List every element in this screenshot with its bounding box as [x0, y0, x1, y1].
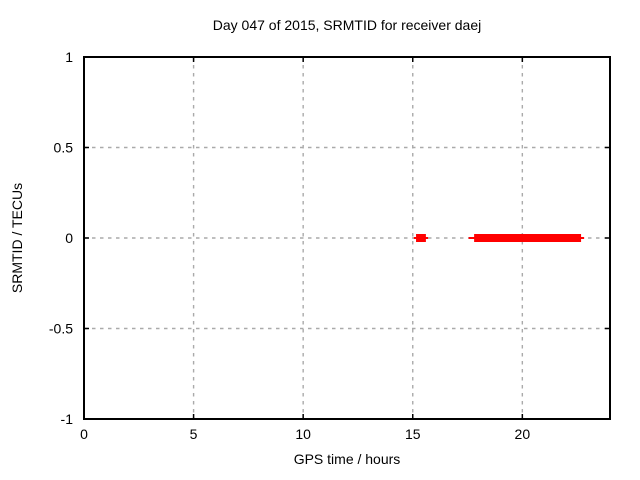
x-tick-label: 20 [515, 426, 531, 442]
data-segment-core [416, 234, 426, 242]
chart-title: Day 047 of 2015, SRMTID for receiver dae… [212, 17, 482, 33]
y-tick-label: 1 [65, 49, 73, 65]
y-tick-label: -1 [61, 411, 74, 427]
y-tick-label: -0.5 [49, 321, 73, 337]
data-segment-core [474, 234, 582, 242]
y-tick-label: 0.5 [54, 140, 74, 156]
x-tick-label: 0 [80, 426, 88, 442]
x-tick-label: 15 [405, 426, 421, 442]
x-tick-label: 5 [190, 426, 198, 442]
x-axis-label: GPS time / hours [293, 451, 401, 467]
y-tick-label: 0 [65, 230, 73, 246]
x-tick-label: 10 [295, 426, 311, 442]
